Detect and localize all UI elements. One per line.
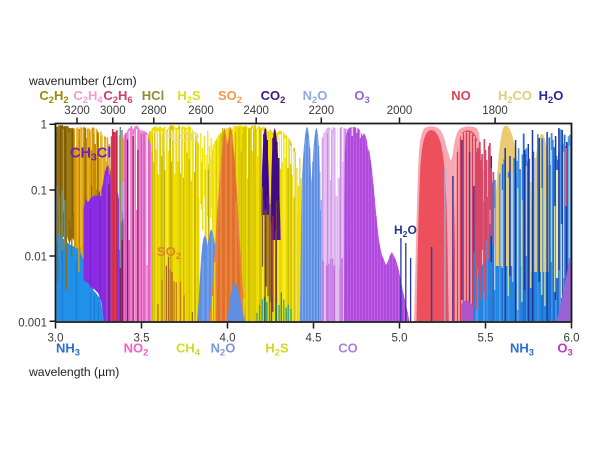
svg-text:C2​H2​: C2​H2​: [39, 88, 68, 105]
svg-text:H2​S: H2​S: [177, 88, 201, 105]
svg-text:NO2​: NO2​: [124, 341, 149, 358]
svg-text:NH3​: NH3​: [56, 341, 80, 358]
svg-text:SO2​: SO2​: [218, 88, 242, 105]
svg-text:HCl: HCl: [142, 88, 164, 103]
svg-text:H2​O: H2​O: [394, 223, 417, 239]
svg-text:NO: NO: [451, 88, 471, 103]
svg-text:4.0: 4.0: [220, 333, 236, 345]
svg-text:3000: 3000: [100, 105, 126, 117]
svg-text:wavelength (µm): wavelength (µm): [28, 365, 119, 379]
svg-text:2400: 2400: [243, 105, 269, 117]
svg-text:N2​O: N2​O: [211, 341, 236, 358]
svg-text:0.1: 0.1: [31, 186, 47, 198]
svg-text:H2​CO: H2​CO: [498, 88, 532, 105]
svg-text:NH3​: NH3​: [510, 341, 534, 358]
svg-text:H2​O: H2​O: [539, 88, 564, 105]
svg-text:3200: 3200: [64, 105, 90, 117]
svg-text:5.5: 5.5: [478, 333, 494, 345]
svg-text:CO2​: CO2​: [261, 88, 286, 105]
svg-text:H2​CO: H2​CO: [165, 129, 199, 146]
svg-text:2000: 2000: [387, 105, 413, 117]
svg-text:4.5: 4.5: [306, 333, 322, 345]
svg-text:wavenumber (1/cm): wavenumber (1/cm): [28, 74, 137, 88]
svg-text:1: 1: [41, 120, 47, 132]
svg-text:0.01: 0.01: [25, 252, 47, 264]
svg-text:1800: 1800: [482, 105, 508, 117]
svg-text:SO2​: SO2​: [157, 244, 181, 261]
svg-text:C2​H6​: C2​H6​: [103, 88, 132, 105]
svg-text:5.0: 5.0: [392, 333, 408, 345]
svg-text:2800: 2800: [141, 105, 167, 117]
svg-text:3.5: 3.5: [134, 333, 150, 345]
svg-text:CH3​Cl: CH3​Cl: [70, 146, 111, 164]
svg-text:0.001: 0.001: [18, 318, 47, 330]
svg-text:CH4​: CH4​: [176, 341, 201, 358]
svg-text:N2​O: N2​O: [303, 88, 328, 105]
svg-text:2600: 2600: [188, 105, 214, 117]
svg-text:6.0: 6.0: [564, 333, 580, 345]
svg-text:2200: 2200: [309, 105, 335, 117]
svg-text:H2​S: H2​S: [265, 341, 289, 358]
svg-text:CO: CO: [338, 341, 358, 356]
svg-text:O3​: O3​: [557, 341, 572, 358]
svg-text:O3​: O3​: [354, 88, 369, 105]
svg-text:3.0: 3.0: [48, 333, 64, 345]
svg-text:C2​H4​: C2​H4​: [73, 88, 103, 105]
